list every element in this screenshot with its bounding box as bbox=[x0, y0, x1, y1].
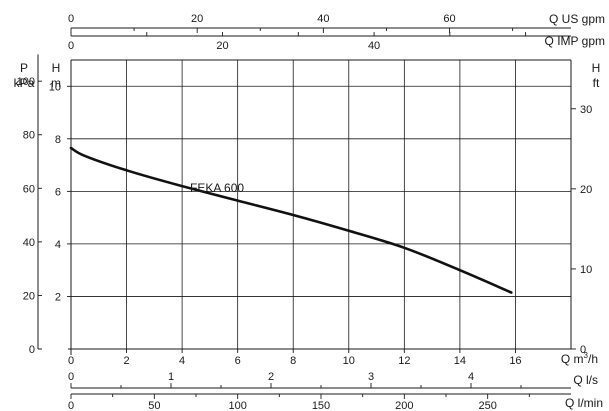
tick-label-imp-gpm: 40 bbox=[368, 40, 380, 52]
tick-label-lmin: 0 bbox=[68, 400, 74, 411]
axis-title-kpa: kPa bbox=[14, 76, 35, 90]
axis-title-us-gpm: Q US gpm bbox=[549, 12, 605, 26]
tick-label-ft: 30 bbox=[580, 104, 592, 116]
axis-title-lmin: Q l/min bbox=[565, 396, 603, 410]
axes bbox=[37, 27, 572, 395]
tick-label-kpa: 80 bbox=[23, 130, 35, 142]
axis-title-ft: ft bbox=[593, 76, 600, 90]
tick-label-m3h: 16 bbox=[509, 355, 521, 367]
tick-label-m3h: 2 bbox=[123, 355, 129, 367]
grid bbox=[71, 60, 572, 349]
tick-label-m3h: 8 bbox=[290, 355, 296, 367]
series-layer bbox=[69, 146, 513, 294]
axis-title-h-m: H bbox=[52, 61, 61, 75]
tick-label-m3h: 10 bbox=[343, 355, 355, 367]
tick-label-imp-gpm: 20 bbox=[216, 40, 228, 52]
tick-label-m3h: 14 bbox=[454, 355, 466, 367]
tick-label-kpa: 20 bbox=[23, 290, 35, 302]
tick-label-h-m: 8 bbox=[55, 134, 61, 146]
tick-label-us-gpm: 0 bbox=[68, 13, 74, 25]
tick-label-lmin: 100 bbox=[228, 400, 246, 411]
series-curve-feka-600 bbox=[69, 146, 513, 294]
tick-label-ft: 0 bbox=[580, 344, 586, 356]
axis-title-m3h-main: Q m bbox=[561, 352, 584, 366]
tick-label-ls: 4 bbox=[468, 371, 474, 383]
tick-label-kpa: 0 bbox=[29, 344, 35, 356]
axis-title-m3h-sup: 3 bbox=[584, 351, 589, 360]
tick-label-ls: 3 bbox=[368, 371, 374, 383]
tick-label-ls: 1 bbox=[168, 371, 174, 383]
axis-title-h-ft: H bbox=[592, 61, 601, 75]
tick-label-m3h: 12 bbox=[398, 355, 410, 367]
tick-label-h-m: 2 bbox=[55, 291, 61, 303]
axis-title-m3h-tail: /h bbox=[588, 352, 598, 366]
tick-label-ft: 20 bbox=[580, 184, 592, 196]
tick-label-h-m: 10 bbox=[49, 81, 61, 93]
tick-label-lmin: 50 bbox=[148, 400, 160, 411]
tick-label-us-gpm: 20 bbox=[191, 13, 203, 25]
tick-label-h-m: 4 bbox=[55, 239, 61, 251]
tick-label-m3h: 4 bbox=[179, 355, 185, 367]
tick-label-lmin: 150 bbox=[312, 400, 330, 411]
tick-label-ls: 0 bbox=[68, 371, 74, 383]
tick-label-us-gpm: 40 bbox=[317, 13, 329, 25]
tick-label-kpa: 100 bbox=[17, 76, 35, 88]
axis-title-m: m bbox=[51, 76, 61, 90]
axis-title-m3h: Q m3/h bbox=[561, 351, 598, 366]
tick-label-lmin: 200 bbox=[395, 400, 413, 411]
axis-title-imp-gpm: Q IMP gpm bbox=[545, 34, 605, 48]
tick-label-h-m: 6 bbox=[55, 186, 61, 198]
axis-title-p: P bbox=[20, 61, 28, 75]
axis-title-ls: Q l/s bbox=[573, 373, 598, 387]
tick-label-us-gpm: 60 bbox=[443, 13, 455, 25]
tick-label-kpa: 40 bbox=[23, 237, 35, 249]
tick-marks bbox=[38, 28, 576, 399]
tick-label-kpa: 60 bbox=[23, 183, 35, 195]
tick-label-imp-gpm: 0 bbox=[68, 40, 74, 52]
tick-label-ls: 2 bbox=[268, 371, 274, 383]
tick-label-lmin: 250 bbox=[478, 400, 496, 411]
tick-label-m3h: 6 bbox=[235, 355, 241, 367]
tick-label-m3h: 0 bbox=[68, 355, 74, 367]
tick-label-ft: 10 bbox=[580, 264, 592, 276]
series-label-feka-600: FEKA 600 bbox=[190, 181, 244, 195]
